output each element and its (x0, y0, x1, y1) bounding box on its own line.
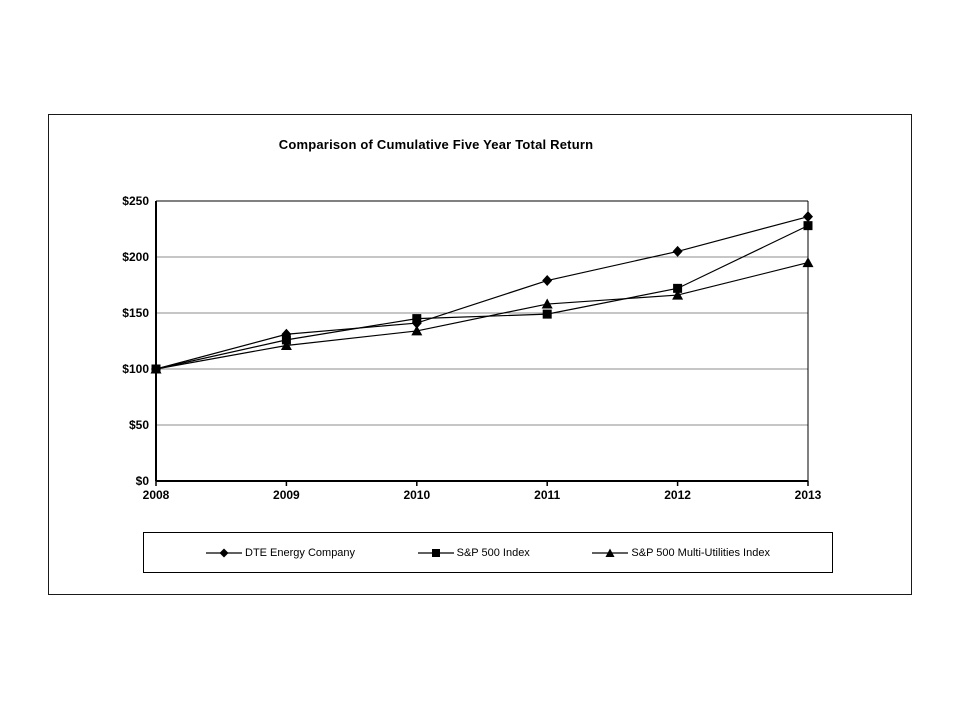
triangle-marker-icon (802, 257, 814, 268)
triangle-marker-icon (541, 298, 553, 309)
x-axis-tick-label: 2009 (273, 488, 300, 502)
legend-label: DTE Energy Company (245, 546, 356, 559)
diamond-marker-icon (672, 245, 683, 257)
triangle-marker-icon (280, 339, 292, 350)
square-marker-icon (803, 221, 813, 231)
diamond-legend-marker-icon (206, 547, 242, 559)
legend-item: DTE Energy Company (206, 547, 355, 559)
square-marker-icon (412, 314, 422, 324)
square-legend-marker-icon (417, 547, 454, 559)
series-line (155, 216, 809, 370)
triangle-marker-icon (411, 325, 423, 336)
y-axis-tick-label: $150 (122, 306, 149, 320)
x-axis-tick-label: 2011 (534, 488, 561, 502)
x-axis-tick-label: 2012 (664, 488, 691, 502)
chart-frame: Comparison of Cumulative Five Year Total… (48, 114, 912, 595)
legend-label: S&P 500 Multi-Utilities Index (631, 546, 770, 559)
plot-area (150, 200, 814, 486)
y-axis-tick-label: $0 (135, 474, 149, 488)
square-marker-icon (673, 283, 683, 293)
diamond-marker-icon (803, 211, 813, 223)
y-axis-tick-label: $200 (122, 250, 149, 264)
legend-label: S&P 500 Index (456, 546, 530, 559)
x-axis-tick-label: 2010 (403, 488, 431, 502)
series-line (155, 262, 809, 370)
series-line (155, 225, 809, 370)
y-axis-tick-label: $250 (122, 194, 149, 208)
diamond-marker-icon (542, 275, 553, 287)
x-axis-tick-label: 2013 (794, 488, 822, 502)
legend-item: S&P 500 Index (417, 546, 530, 559)
square-marker-icon (281, 335, 291, 345)
legend: DTE Energy Company S&P 500 Index S&P 500 M… (143, 532, 833, 573)
legend-item: S&P 500 Multi-Utilities Index (592, 547, 770, 559)
square-marker-icon (151, 364, 161, 374)
y-axis-tick-label: $100 (122, 362, 149, 376)
y-axis-tick-label: $50 (128, 418, 149, 432)
square-marker-icon (542, 309, 552, 319)
x-axis-tick-label: 2008 (142, 488, 170, 502)
triangle-marker-icon (672, 289, 684, 300)
chart-title: Comparison of Cumulative Five Year Total… (278, 137, 594, 152)
triangle-legend-marker-icon (592, 547, 629, 559)
